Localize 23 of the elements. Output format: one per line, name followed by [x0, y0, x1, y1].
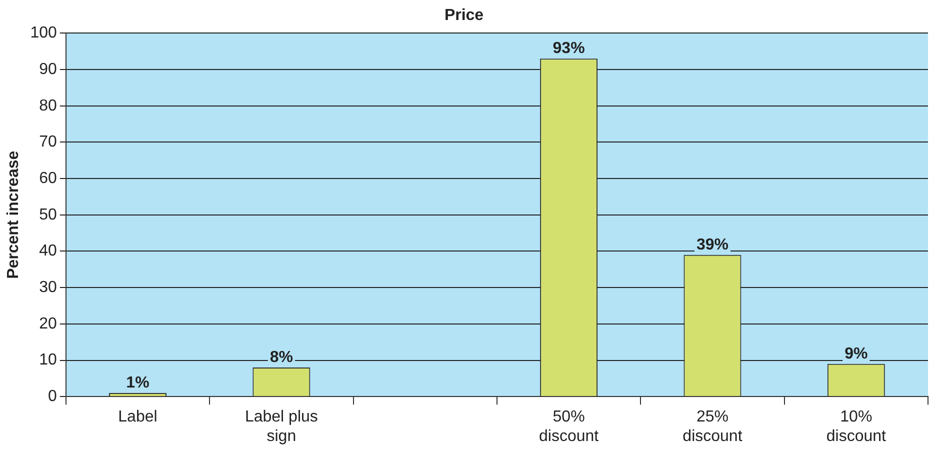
x-tick-label: Label plus sign [244, 408, 318, 445]
y-tick-label: 100 [30, 24, 57, 42]
x-tick-label: 50% discount [538, 408, 600, 445]
y-tick-label: 60 [39, 170, 57, 187]
y-tick-label: 20 [39, 315, 57, 332]
y-tick-label: 30 [39, 278, 57, 296]
y-tick-label: 50 [39, 206, 57, 224]
data-label: 39% [696, 236, 728, 254]
x-tick-label: 10% discount [826, 408, 887, 445]
y-tick-label: 0 [48, 388, 57, 406]
chart-title: Price [444, 7, 484, 24]
data-label: 1% [126, 374, 150, 392]
data-label: 9% [844, 345, 868, 362]
data-label: 93% [552, 40, 585, 58]
y-tick-label: 70 [39, 134, 57, 151]
x-tick-label: 25% discount [682, 408, 743, 445]
y-tick-label: 80 [39, 97, 57, 114]
y-tick-label: 90 [39, 60, 57, 78]
y-tick-label: 40 [39, 242, 57, 260]
y-tick-label: 10 [39, 352, 57, 369]
x-tick-label: Label [118, 408, 158, 426]
y-axis-title: Percent increase [5, 150, 22, 279]
data-label: 8% [270, 348, 293, 366]
